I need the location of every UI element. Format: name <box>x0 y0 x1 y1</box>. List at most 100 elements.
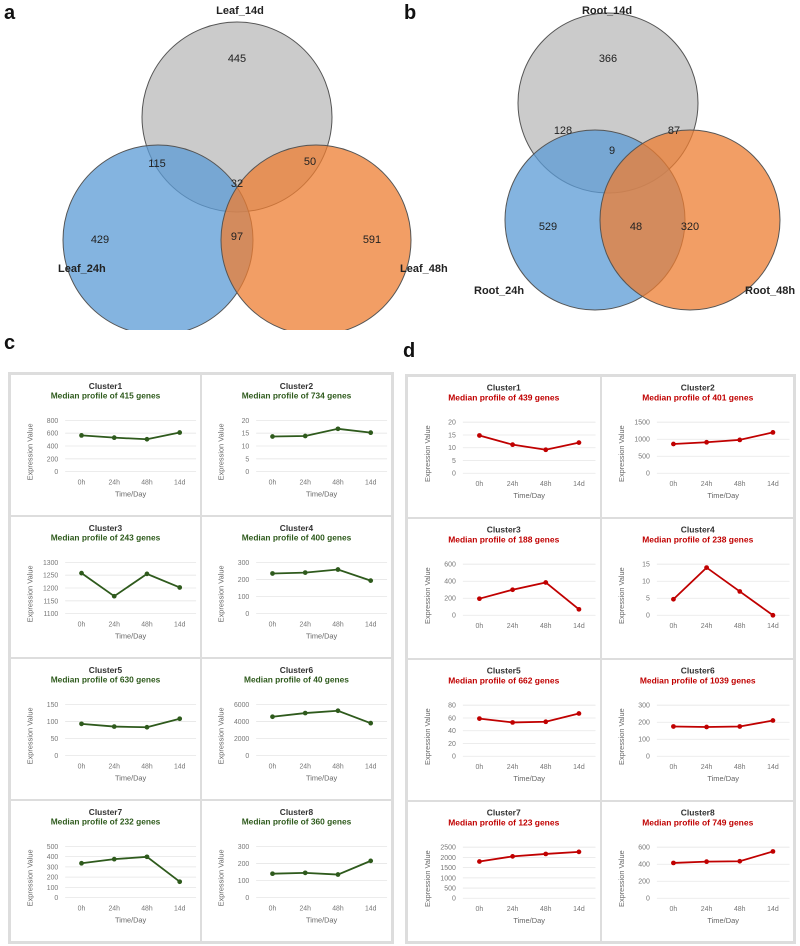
venn-set-label: Root_14d <box>582 5 632 17</box>
data-point-14d <box>576 606 582 612</box>
venn-region-count: 97 <box>231 231 243 243</box>
cluster-chart-7: Cluster7 Median profile of 123 genes 0 500 1… <box>407 800 601 942</box>
y-axis-label: Expression Value <box>26 849 35 906</box>
data-point-48h <box>144 724 150 730</box>
x-tick-label: 48h <box>141 905 153 912</box>
x-tick-label: 14d <box>174 905 186 912</box>
data-point-24h <box>703 564 709 570</box>
series-line <box>672 431 773 445</box>
x-axis-label: Time/Day <box>513 774 545 783</box>
y-axis-label: Expression Value <box>217 849 226 906</box>
cluster-chart-3: Cluster3 Median profile of 188 genes 0 200 4… <box>407 517 601 659</box>
data-point-14d <box>770 612 775 618</box>
x-tick-label: 14d <box>573 764 585 771</box>
y-tick-label: 0 <box>245 753 249 760</box>
y-tick-label: 1250 <box>43 573 58 580</box>
data-point-24h <box>510 853 515 859</box>
y-tick-label: 1500 <box>634 420 650 427</box>
data-point-0h <box>79 860 84 866</box>
x-tick-label: 48h <box>540 764 552 771</box>
y-tick-label: 100 <box>238 878 250 885</box>
data-point-14d <box>770 430 775 435</box>
x-tick-label: 24h <box>108 621 120 628</box>
chart-subtitle: Median profile of 415 genes <box>51 391 161 401</box>
y-tick-label: 200 <box>638 720 650 727</box>
cluster-chart-4: Cluster4 Median profile of 400 genes 0 100 2… <box>201 516 392 658</box>
x-axis-label: Time/Day <box>707 915 739 924</box>
y-tick-label: 200 <box>238 861 250 868</box>
chart-subtitle: Median profile of 749 genes <box>642 817 753 827</box>
venn-set-label: Leaf_24h <box>58 263 106 275</box>
y-tick-label: 100 <box>47 719 59 726</box>
chart-title: Cluster2 <box>680 383 714 393</box>
cluster-chart-7: Cluster7 Median profile of 232 genes 0 100 2… <box>10 800 201 942</box>
chart-title: Cluster8 <box>680 807 714 817</box>
y-axis-label: Expression Value <box>616 850 625 907</box>
y-tick-label: 0 <box>54 895 58 902</box>
chart-subtitle: Median profile of 40 genes <box>244 675 349 685</box>
panel-label-a: a <box>4 2 16 24</box>
y-axis-label: Expression Value <box>423 708 432 765</box>
data-point-0h <box>270 714 275 720</box>
y-tick-label: 200 <box>444 595 456 602</box>
y-tick-label: 0 <box>245 611 249 618</box>
x-tick-label: 24h <box>299 621 311 628</box>
data-point-48h <box>543 719 549 725</box>
y-tick-label: 15 <box>642 561 650 568</box>
data-point-0h <box>79 433 84 438</box>
y-tick-label: 300 <box>238 844 250 851</box>
data-point-24h <box>703 439 709 445</box>
y-tick-label: 80 <box>448 703 456 710</box>
y-tick-label: 5 <box>452 458 456 465</box>
y-tick-label: 0 <box>452 754 456 761</box>
data-point-24h <box>510 720 515 725</box>
venn-region-count: 9 <box>609 145 615 157</box>
x-tick-label: 24h <box>507 481 519 488</box>
x-tick-label: 14d <box>365 763 377 770</box>
data-point-24h <box>111 856 117 862</box>
x-tick-label: 48h <box>540 481 552 488</box>
y-tick-label: 20 <box>448 741 456 748</box>
venn-region-count: 366 <box>599 53 617 65</box>
y-tick-label: 0 <box>646 471 650 478</box>
y-tick-label: 200 <box>47 456 59 463</box>
chart-subtitle: Median profile of 400 genes <box>242 533 352 543</box>
data-point-0h <box>270 434 275 439</box>
data-point-0h <box>670 441 676 447</box>
x-tick-label: 14d <box>174 763 186 770</box>
chart-title: Cluster5 <box>89 665 123 675</box>
x-axis-label: Time/Day <box>707 491 739 500</box>
data-point-14d <box>576 711 582 716</box>
x-tick-label: 0h <box>269 621 277 628</box>
x-tick-label: 24h <box>507 623 519 630</box>
y-tick-label: 1200 <box>43 585 58 592</box>
series-line <box>479 850 579 862</box>
x-tick-label: 14d <box>365 905 377 912</box>
x-tick-label: 0h <box>669 906 677 913</box>
x-tick-label: 48h <box>141 621 153 628</box>
x-tick-label: 0h <box>669 481 677 488</box>
cluster-chart-2: Cluster2 Median profile of 734 genes 0 5 10 1… <box>201 374 392 516</box>
cluster-grid-root: Cluster1 Median profile of 439 genes 0 5 10 1… <box>405 374 796 944</box>
x-tick-label: 24h <box>299 905 311 912</box>
chart-title: Cluster3 <box>487 524 521 534</box>
data-point-48h <box>543 447 549 453</box>
chart-subtitle: Median profile of 630 genes <box>51 675 161 685</box>
data-point-48h <box>736 858 742 864</box>
y-tick-label: 150 <box>47 702 59 709</box>
chart-subtitle: Median profile of 243 genes <box>51 533 161 543</box>
cluster-chart-6: Cluster6 Median profile of 1039 genes 0 100… <box>600 659 794 801</box>
data-point-0h <box>270 871 275 877</box>
data-point-14d <box>177 430 183 435</box>
x-axis-label: Time/Day <box>306 489 338 498</box>
venn-set-label: Leaf_48h <box>400 263 448 275</box>
panel-label-d: d <box>403 340 416 362</box>
chart-title: Cluster3 <box>89 523 123 533</box>
data-point-24h <box>510 586 515 592</box>
venn-diagrams: Leaf_14d Leaf_24h Leaf_48h 445 429 591 115 50 97… <box>58 5 795 330</box>
y-axis-label: Expression Value <box>616 425 625 482</box>
y-tick-label: 2500 <box>440 844 456 851</box>
